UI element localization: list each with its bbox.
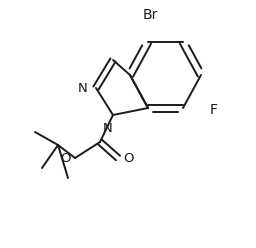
Text: O: O xyxy=(60,152,71,164)
Text: F: F xyxy=(210,103,218,117)
Text: N: N xyxy=(78,82,88,94)
Text: O: O xyxy=(123,152,133,164)
Text: Br: Br xyxy=(142,8,158,22)
Text: N: N xyxy=(103,122,113,134)
